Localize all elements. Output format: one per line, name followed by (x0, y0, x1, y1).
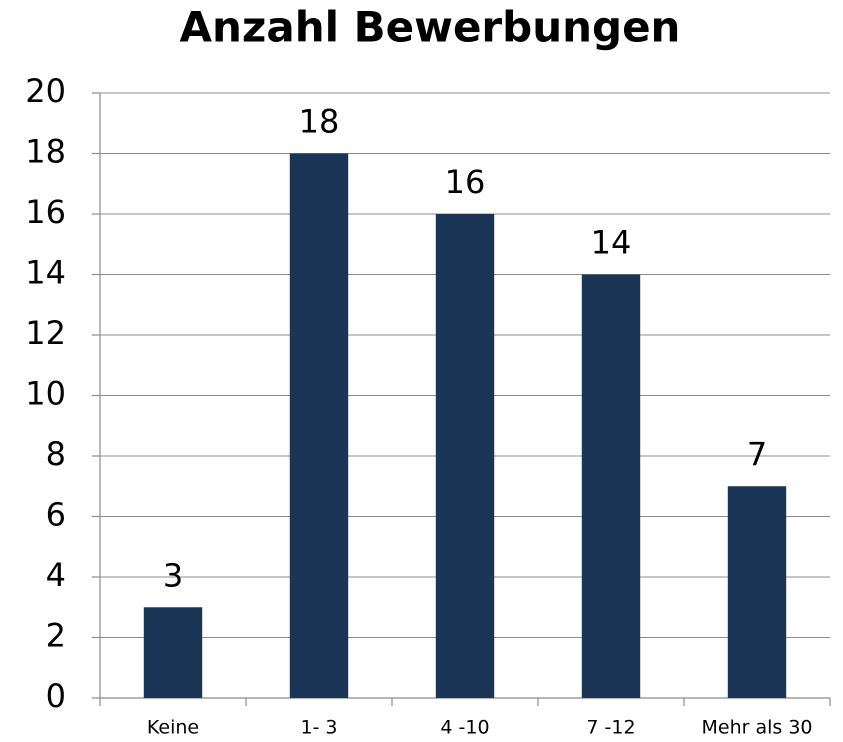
x-tick-label: 7 -12 (586, 717, 635, 739)
bar (727, 486, 787, 698)
bar (289, 153, 349, 698)
y-tick-label: 20 (25, 72, 66, 110)
y-tick-label: 8 (46, 435, 66, 473)
bar (581, 274, 641, 698)
x-tick-label: 1- 3 (300, 717, 337, 739)
y-tick-label: 4 (46, 556, 66, 594)
bar (143, 607, 203, 698)
data-label: 3 (163, 556, 183, 594)
y-tick-label: 10 (25, 375, 66, 413)
data-label: 14 (591, 224, 632, 262)
y-tick-label: 0 (46, 677, 66, 715)
y-tick-label: 12 (25, 314, 66, 352)
y-tick-label: 18 (25, 133, 66, 171)
y-tick-label: 16 (25, 193, 66, 231)
bar (435, 214, 495, 698)
y-tick-label: 14 (25, 254, 66, 292)
y-tick-label: 2 (46, 617, 66, 655)
chart-title: Anzahl Bewerbungen (180, 3, 681, 52)
data-label: 7 (747, 435, 767, 473)
data-label: 18 (299, 103, 340, 141)
x-tick-label: 4 -10 (440, 717, 489, 739)
data-label: 16 (445, 163, 486, 201)
x-tick-label: Mehr als 30 (701, 717, 812, 739)
x-tick-label: Keine (147, 717, 199, 739)
y-tick-label: 6 (46, 496, 66, 534)
